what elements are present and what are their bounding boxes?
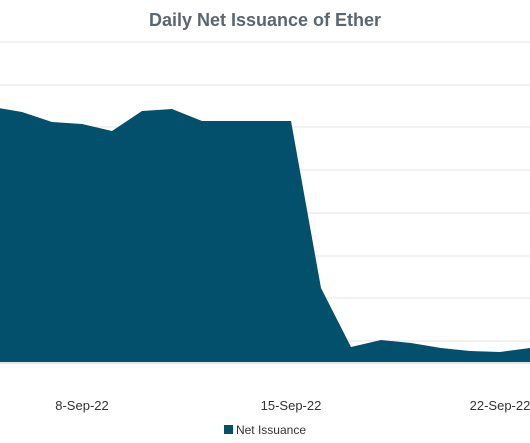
x-tick-label: 15-Sep-22 (261, 398, 322, 413)
legend-label: Net Issuance (235, 423, 307, 437)
x-tick-label: 8-Sep-22 (55, 398, 108, 413)
x-tick-label: 22-Sep-22 (470, 398, 530, 413)
legend-swatch (223, 425, 233, 435)
area-series-net-issuance (0, 108, 530, 362)
chart-title: Daily Net Issuance of Ether (148, 10, 382, 30)
legend: Net Issuance (0, 423, 530, 437)
